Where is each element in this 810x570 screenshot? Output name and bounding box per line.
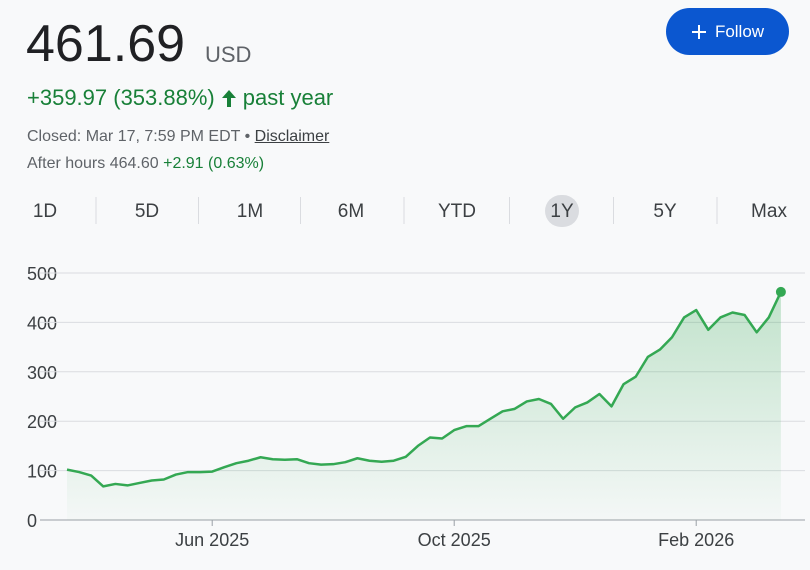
area <box>67 291 781 520</box>
x-tick-label: Jun 2025 <box>175 530 249 550</box>
range-button[interactable]: YTD <box>438 201 476 222</box>
x-tick-label: Oct 2025 <box>418 530 491 550</box>
range-button[interactable]: Max <box>751 201 787 222</box>
end-point <box>775 286 786 297</box>
change-row: +359.97 (353.88%) past year <box>27 85 333 111</box>
after-change: +2.91 (0.63%) <box>163 155 265 172</box>
closed: Closed: Mar 17, 7:59 PM EDT <box>27 128 241 145</box>
after-hours-row: After hours 464.60 +2.91 (0.63%) <box>27 155 264 173</box>
range-button[interactable]: 5D <box>135 201 159 222</box>
x-tick-label: Feb 2026 <box>658 530 734 550</box>
range-button[interactable]: 6M <box>338 201 364 222</box>
separator: • <box>244 128 251 145</box>
follow-button[interactable]: Follow <box>666 8 789 55</box>
follow-label: Follow <box>714 21 765 41</box>
range-button[interactable]: 1M <box>237 201 263 222</box>
currency: USD <box>205 42 252 67</box>
range-selected <box>545 195 579 227</box>
up-arrow <box>221 90 236 107</box>
price: 461.69 <box>26 15 186 73</box>
y-tick-label: 100 <box>27 462 57 482</box>
change: +359.97 (353.88%) <box>27 85 215 110</box>
price-line <box>66 291 783 488</box>
period: past year <box>242 85 334 110</box>
range-button[interactable]: 5Y <box>653 201 677 222</box>
y-tick-label: 0 <box>27 511 37 531</box>
plus-icon <box>691 24 706 39</box>
y-tick-label: 300 <box>27 363 57 383</box>
range-button[interactable]: 1Y <box>550 201 574 222</box>
closed-row: Closed: Mar 17, 7:59 PM EDT • Disclaimer <box>27 128 329 146</box>
range-button[interactable]: 1D <box>33 201 57 222</box>
y-tick-label: 200 <box>27 412 57 432</box>
y-tick-label: 400 <box>27 313 57 333</box>
after-hours: After hours 464.60 <box>27 155 159 172</box>
disclaimer[interactable]: Disclaimer <box>254 128 330 145</box>
y-tick-label: 500 <box>27 264 57 284</box>
